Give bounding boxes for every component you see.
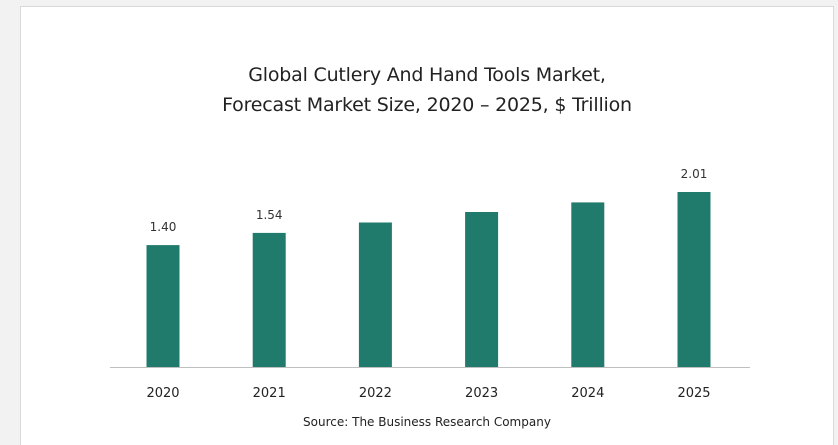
tick-label-2022: 2022 (359, 386, 392, 401)
tick-label-2020: 2020 (146, 386, 179, 401)
tick-label-2021: 2021 (253, 386, 286, 401)
bar-2025 (677, 192, 711, 367)
bar-2020 (146, 245, 180, 367)
value-label-2020: 1.40 (150, 220, 177, 234)
chart-title-line-2: Forecast Market Size, 2020 – 2025, $ Tri… (222, 94, 632, 116)
tick-label-2024: 2024 (571, 386, 604, 401)
source-note: Source: The Business Research Company (303, 415, 551, 429)
tick-label-2023: 2023 (465, 386, 498, 401)
chart-title-line-1: Global Cutlery And Hand Tools Market, (248, 64, 606, 86)
value-label-2021: 1.54 (256, 208, 283, 222)
bar-2022 (358, 222, 392, 367)
chart-title: Global Cutlery And Hand Tools Market, Fo… (20, 60, 834, 120)
value-label-2025: 2.01 (681, 167, 708, 181)
tick-label-2025: 2025 (677, 386, 710, 401)
bar-2023 (465, 212, 499, 367)
bar-2021 (252, 232, 286, 367)
bar-2024 (571, 202, 605, 367)
